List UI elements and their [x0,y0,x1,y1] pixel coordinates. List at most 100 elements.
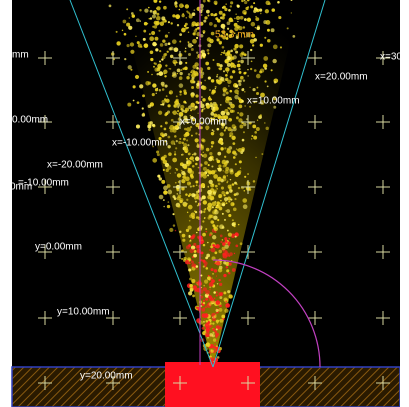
droplet [228,238,230,240]
droplet [156,13,159,16]
droplet [175,172,176,173]
droplet [185,193,188,196]
droplet [233,47,236,50]
droplet [202,233,206,237]
droplet [207,242,209,244]
droplet [172,14,175,17]
droplet [213,291,216,294]
droplet [202,260,205,263]
droplet [233,156,236,159]
droplet [216,188,217,189]
droplet [238,187,240,189]
droplet [217,160,221,164]
droplet [228,118,232,122]
droplet [136,18,140,22]
droplet [210,13,213,16]
droplet [174,100,179,105]
droplet [126,8,128,10]
droplet [191,109,193,111]
droplet [177,196,181,200]
droplet [213,174,218,179]
droplet [205,62,209,66]
droplet [170,173,171,174]
droplet [162,103,164,105]
droplet [191,48,194,51]
droplet [216,328,218,330]
spray-image: 53.3 mm x=30.0 x=20.00mm x=10.00mm x=0.0… [0,0,409,407]
droplet [172,158,177,163]
droplet [155,88,158,91]
droplet [247,75,249,77]
droplet [171,22,173,24]
droplet [194,210,196,212]
droplet [203,287,207,291]
droplet [148,7,150,9]
droplet [208,209,210,211]
droplet [172,60,177,65]
droplet [274,81,277,84]
droplet [244,18,247,21]
droplet [237,93,239,95]
droplet [175,182,177,184]
droplet [218,164,221,167]
droplet [259,71,262,74]
droplet [160,125,162,127]
droplet [219,327,222,330]
droplet [229,17,231,19]
droplet [187,144,189,146]
droplet [236,183,238,185]
droplet [240,76,244,80]
droplet [220,241,222,243]
droplet [256,87,258,89]
droplet [195,106,198,109]
droplet [196,245,200,249]
droplet [177,173,181,177]
droplet [225,257,226,258]
x-label: x=10.00mm [247,96,300,107]
droplet [193,249,195,251]
droplet [214,1,218,5]
droplet [196,232,197,233]
droplet [198,203,201,206]
droplet [251,60,253,62]
droplet [243,26,245,28]
droplet [154,67,158,71]
droplet [189,240,191,242]
droplet [184,25,187,28]
droplet [244,190,246,192]
droplet [219,296,222,299]
droplet [211,165,213,167]
droplet [255,27,256,28]
droplet [219,308,223,312]
droplet [181,258,183,260]
droplet [186,139,188,141]
droplet [116,41,120,45]
droplet [232,142,235,145]
droplet [205,228,207,230]
droplet [203,211,205,213]
droplet [222,247,226,251]
droplet [179,76,183,80]
droplet [167,190,172,195]
droplet [207,37,211,41]
droplet [186,17,188,19]
droplet [215,86,217,88]
droplet [205,298,208,301]
droplet [230,76,233,79]
droplet [162,88,165,91]
droplet [235,236,237,238]
droplet [218,202,222,206]
droplet [230,170,234,174]
droplet [175,126,178,129]
droplet [170,55,173,58]
droplet [214,343,216,345]
droplet [228,241,231,244]
droplet [232,203,234,205]
droplet [197,113,198,114]
droplet [193,152,196,155]
droplet [175,14,180,19]
droplet [148,104,152,108]
droplet [196,184,198,186]
droplet [201,50,205,54]
droplet [192,45,193,46]
